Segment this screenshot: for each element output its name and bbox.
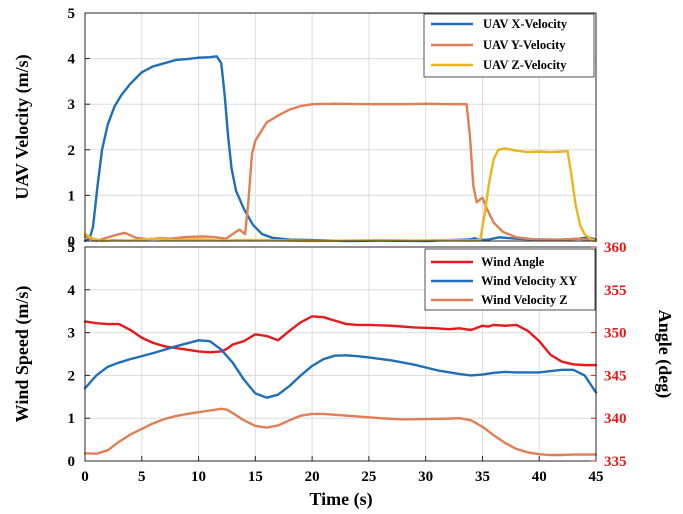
xtick-label-5: 5 (138, 469, 146, 485)
series-line-uav-z-velocity (83, 147, 598, 243)
xtick-label-20: 20 (305, 469, 320, 485)
top-ytick-label-2: 2 (68, 143, 76, 159)
series-line-uav-y-velocity (83, 102, 598, 243)
legend-label-wind-xy: Wind Velocity XY (481, 274, 577, 288)
xtick-label-25: 25 (361, 469, 376, 485)
xtick-label-45: 45 (589, 469, 604, 485)
bottom-ytick-label-2: 2 (68, 368, 76, 384)
right-ytick-label-360: 360 (604, 240, 627, 256)
top-ytick-label-3: 3 (68, 97, 76, 113)
top-ytick-label-1: 1 (68, 188, 76, 204)
legend-label-z-velocity: UAV Z-Velocity (483, 58, 567, 72)
top-ytick-label-0: 0 (68, 234, 76, 250)
series-line-wind-velocity-z (83, 407, 598, 457)
xtick-label-10: 10 (191, 469, 206, 485)
bottom-panel-frame (84, 246, 597, 462)
top-legend: UAV X-Velocity UAV Y-Velocity UAV Z-Velo… (423, 13, 595, 78)
bottom-y-axis-label: Wind Speed (m/s) (12, 286, 33, 423)
xtick-label-0: 0 (81, 469, 89, 485)
legend-label-wind-z: Wind Velocity Z (481, 293, 568, 307)
bottom-ytick-label-4: 4 (68, 283, 76, 299)
xtick-label-30: 30 (418, 469, 433, 485)
top-panel-y-ticks: 0 1 2 3 4 5 (68, 6, 90, 250)
top-ytick-label-4: 4 (68, 52, 76, 68)
top-y-axis-label: UAV Velocity (m/s) (12, 54, 33, 199)
right-y-axis-label: Angle (deg) (654, 310, 675, 399)
top-panel-plot (83, 55, 598, 243)
legend-label-wind-angle: Wind Angle (481, 255, 545, 269)
xtick-label-35: 35 (475, 469, 490, 485)
series-line-wind-velocity-xy (83, 339, 598, 399)
top-panel-frame (84, 12, 597, 242)
right-ytick-label-335: 335 (604, 454, 627, 470)
bottom-legend: Wind Angle Wind Velocity XY Wind Velocit… (424, 248, 596, 311)
bottom-panel-right-ticks: 335 340 345 350 355 360 (591, 240, 627, 470)
right-ytick-label-340: 340 (604, 411, 627, 427)
legend-label-y-velocity: UAV Y-Velocity (483, 38, 566, 52)
right-ytick-label-345: 345 (604, 368, 627, 384)
series-line-uav-x-velocity (83, 55, 598, 243)
bottom-ytick-label-0: 0 (68, 454, 76, 470)
top-ytick-label-5: 5 (68, 6, 76, 22)
series-line-wind-angle (83, 315, 598, 367)
legend-label-x-velocity: UAV X-Velocity (483, 17, 568, 31)
bottom-panel-y-ticks: 0 1 2 3 4 5 (68, 240, 90, 470)
right-ytick-label-350: 350 (604, 326, 627, 342)
xtick-label-15: 15 (248, 469, 263, 485)
right-ytick-label-355: 355 (604, 283, 627, 299)
bottom-ytick-label-3: 3 (68, 326, 76, 342)
bottom-ytick-label-1: 1 (68, 411, 76, 427)
bottom-panel-plot (83, 315, 598, 457)
bottom-ytick-label-5: 5 (68, 240, 76, 256)
x-axis-ticks: 0 5 10 15 20 25 30 35 40 45 (81, 456, 604, 485)
x-axis-label: Time (s) (309, 489, 372, 510)
xtick-label-40: 40 (532, 469, 547, 485)
